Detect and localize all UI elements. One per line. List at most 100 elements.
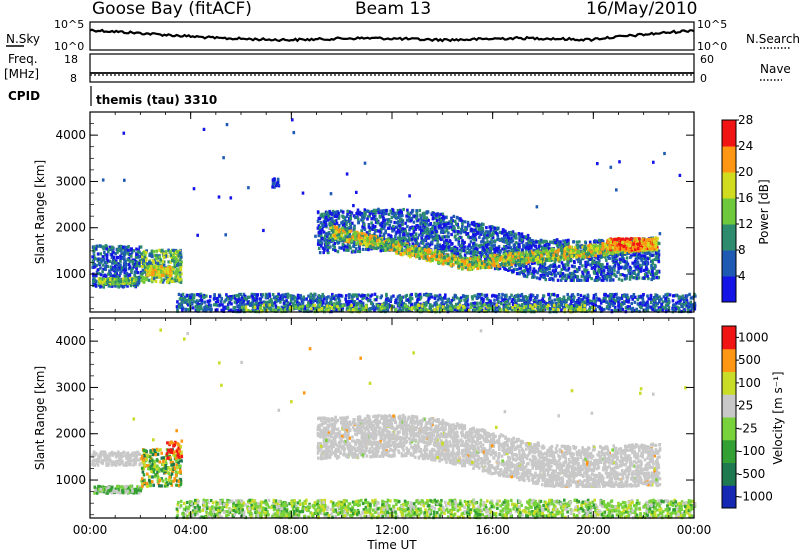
scatter-cell: [368, 237, 372, 241]
scatter-cell: [114, 284, 117, 288]
scatter-cell: [142, 259, 145, 263]
scatter-cell: [445, 228, 449, 232]
scatter-cell: [424, 235, 428, 239]
scatter-cell: [94, 279, 98, 283]
scatter-cell: [151, 259, 155, 263]
scatter-cell: [501, 237, 504, 241]
scatter-cell: [613, 273, 617, 277]
scatter-cell: [373, 237, 376, 241]
scatter-cell: [421, 234, 424, 238]
scatter-cell: [518, 242, 521, 246]
scatter-cell: [456, 232, 460, 236]
scatter-cell: [97, 283, 101, 287]
scatter-cell: [424, 222, 427, 227]
scatter-cell: [642, 256, 645, 261]
scatter-cell: [141, 268, 145, 272]
scatter-cell: [137, 261, 141, 265]
scatter-cell: [472, 254, 476, 258]
scatter-cell: [510, 240, 513, 244]
scatter-cell: [657, 257, 660, 261]
scatter-cell: [409, 233, 413, 237]
scatter-cell: [589, 250, 593, 254]
scatter-cell: [655, 256, 658, 261]
scatter-cell: [589, 253, 592, 257]
scatter-cell: [474, 238, 478, 242]
scatter-cell: [429, 222, 433, 226]
scatter-cell: [452, 247, 455, 251]
scatter-cell: [484, 252, 488, 256]
scatter-cell: [163, 270, 167, 274]
scatter-cell: [158, 273, 161, 278]
scatter-cell: [108, 269, 111, 273]
scatter-cell: [178, 251, 182, 255]
scatter-cell: [379, 223, 382, 227]
scatter-cell: [546, 258, 550, 262]
scatter-cell: [377, 229, 380, 233]
scatter-cell: [517, 256, 520, 260]
scatter-cell: [381, 215, 385, 219]
scatter-cell: [594, 278, 597, 282]
scatter-cell: [92, 253, 96, 257]
scatter-cell: [603, 276, 607, 280]
scatter-cell: [538, 256, 541, 260]
scatter-cell: [549, 249, 552, 253]
scatter-cell: [423, 245, 426, 249]
scatter-cell: [565, 277, 568, 281]
scatter-cell: [553, 261, 557, 265]
scatter-cell: [389, 220, 393, 224]
scatter-cell: [434, 238, 437, 242]
scatter-cell: [592, 265, 595, 270]
scatter-cell: [618, 244, 622, 248]
scatter-cell: [447, 222, 450, 226]
scatter-cell: [477, 244, 481, 248]
scatter-cell: [449, 259, 452, 263]
scatter-cell: [453, 219, 457, 223]
scatter-cell: [651, 253, 654, 257]
scatter-cell: [345, 227, 349, 231]
scatter-cell: [522, 235, 526, 239]
scatter-cell: [450, 248, 453, 253]
scatter-cell: [422, 211, 426, 215]
scatter-cell: [470, 245, 473, 250]
scatter-cell: [503, 240, 507, 244]
scatter-cell: [434, 216, 438, 221]
scatter-cell: [319, 234, 323, 238]
scatter-cell: [639, 269, 643, 273]
scatter-cell: [402, 238, 405, 242]
scatter-cell: [137, 280, 141, 284]
scatter-cell: [410, 250, 413, 254]
scatter-cell: [548, 240, 552, 244]
scatter-cell: [390, 216, 394, 220]
scatter-cell: [337, 230, 341, 234]
scatter-cell: [578, 268, 581, 272]
scatter-cell: [629, 268, 632, 272]
scatter-cell: [112, 267, 116, 271]
scatter-cell: [324, 245, 327, 249]
scatter-cell: [468, 257, 472, 261]
nsky-tick-lo: 10^0: [54, 40, 84, 53]
scatter-cell: [503, 255, 507, 259]
scatter-cell: [531, 253, 534, 257]
scatter-cell: [135, 281, 138, 285]
scatter-cell: [333, 242, 336, 246]
scatter-cell: [140, 255, 144, 259]
scatter-cell: [316, 219, 320, 223]
scatter-cell: [461, 222, 464, 226]
scatter-cell: [582, 254, 585, 259]
scatter-cell: [361, 247, 365, 251]
scatter-cell: [369, 239, 373, 243]
scatter-cell: [472, 233, 476, 238]
scatter-cell: [367, 248, 370, 252]
scatter-cell: [576, 269, 579, 274]
scatter-cell: [324, 240, 328, 244]
scatter-cell: [457, 240, 461, 244]
scatter-cell: [341, 245, 345, 249]
scatter-cell: [618, 257, 622, 261]
scatter-cell: [541, 246, 545, 250]
scatter-cell: [648, 237, 651, 241]
scatter-cell: [443, 230, 447, 234]
scatter-cell: [648, 252, 652, 256]
scatter-cell: [322, 230, 326, 234]
scatter-cell: [439, 250, 443, 254]
scatter-cell: [117, 248, 121, 252]
